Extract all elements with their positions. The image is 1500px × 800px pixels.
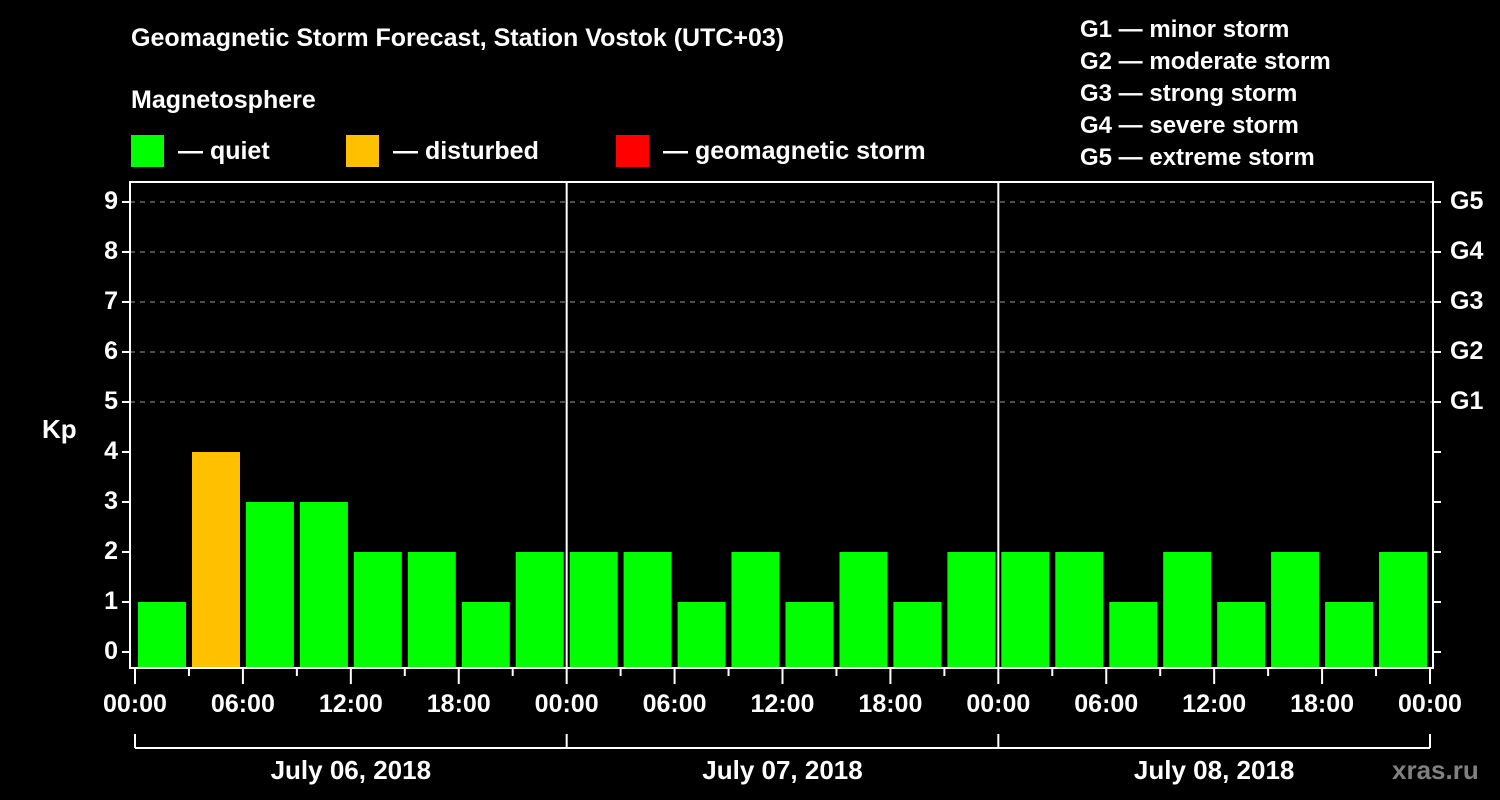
kp-bar xyxy=(1001,552,1050,667)
y-tick-label: 2 xyxy=(104,537,118,565)
legend-storm: — geomagnetic storm xyxy=(616,135,926,167)
kp-bar xyxy=(1325,602,1374,667)
kp-bar xyxy=(299,502,348,667)
legend-label-storm: — geomagnetic storm xyxy=(663,136,926,165)
legend-label-quiet: — quiet xyxy=(178,136,270,165)
g-level-label: G5 xyxy=(1450,187,1484,215)
kp-bar xyxy=(731,552,780,667)
kp-bar xyxy=(1055,552,1104,667)
storm-scale-g2: G2 — moderate storm xyxy=(1080,48,1331,75)
kp-bar xyxy=(839,552,888,667)
x-tick-label: 18:00 xyxy=(858,690,923,718)
kp-bar xyxy=(353,552,402,667)
g-level-label: G3 xyxy=(1450,287,1484,315)
y-tick-label: 4 xyxy=(104,437,118,465)
y-tick-label: 6 xyxy=(104,337,118,365)
kp-bar xyxy=(623,552,672,667)
kp-bar xyxy=(1379,552,1427,667)
legend-swatch-disturbed xyxy=(346,135,379,167)
kp-bar xyxy=(677,602,726,667)
y-axis-label: Kp xyxy=(42,414,77,444)
x-tick-label: 06:00 xyxy=(642,690,707,718)
storm-scale-legend: G1 — minor storm G2 — moderate storm G3 … xyxy=(1080,14,1331,174)
legend-swatch-quiet xyxy=(131,135,164,167)
y-tick-label: 8 xyxy=(104,237,118,265)
storm-scale-g3: G3 — strong storm xyxy=(1080,80,1298,107)
legend-label-disturbed: — disturbed xyxy=(393,136,539,165)
kp-bar xyxy=(1217,602,1266,667)
y-tick-label: 9 xyxy=(104,187,118,215)
x-tick-label: 12:00 xyxy=(1182,690,1247,718)
kp-bar xyxy=(785,602,834,667)
y-tick-label: 0 xyxy=(104,637,118,665)
x-tick-label: 06:00 xyxy=(210,690,275,718)
kp-bar xyxy=(569,552,618,667)
y-tick-label: 1 xyxy=(104,587,118,615)
x-tick-label: 06:00 xyxy=(1074,690,1139,718)
kp-bar xyxy=(245,502,294,667)
x-tick-label: 18:00 xyxy=(1290,690,1355,718)
x-tick-label: 18:00 xyxy=(426,690,491,718)
x-tick-label: 12:00 xyxy=(318,690,383,718)
storm-scale-g1: G1 — minor storm xyxy=(1080,16,1290,43)
kp-bar xyxy=(515,552,564,667)
y-tick-label: 5 xyxy=(104,387,118,415)
legend-disturbed: — disturbed xyxy=(346,135,539,167)
storm-scale-g4: G4 — severe storm xyxy=(1080,112,1299,139)
g-level-label: G4 xyxy=(1450,237,1484,265)
y-tick-label: 3 xyxy=(104,487,118,515)
day-label: July 07, 2018 xyxy=(702,755,863,785)
legend-swatch-storm xyxy=(616,135,649,167)
x-tick-label: 00:00 xyxy=(103,690,167,718)
kp-bar xyxy=(1163,552,1212,667)
day-label: July 06, 2018 xyxy=(270,755,432,785)
kp-bar xyxy=(947,552,996,667)
g-level-label: G2 xyxy=(1450,337,1484,365)
kp-bar xyxy=(407,552,456,667)
x-tick-label: 12:00 xyxy=(750,690,815,718)
kp-bar xyxy=(1271,552,1320,667)
x-tick-label: 00:00 xyxy=(1398,690,1462,718)
watermark: xras.ru xyxy=(1392,755,1479,785)
chart-title: Geomagnetic Storm Forecast, Station Vost… xyxy=(131,24,785,52)
y-tick-label: 7 xyxy=(104,287,118,315)
kp-bar xyxy=(1109,602,1158,667)
kp-bar xyxy=(192,452,240,667)
kp-bar xyxy=(893,602,942,667)
g-level-label: G1 xyxy=(1450,387,1484,415)
chart-subtitle: Magnetosphere xyxy=(131,86,316,114)
x-tick-label: 00:00 xyxy=(966,690,1031,718)
day-label: July 08, 2018 xyxy=(1133,755,1295,785)
x-tick-label: 00:00 xyxy=(534,690,599,718)
legend-quiet: — quiet xyxy=(131,135,270,167)
kp-bar xyxy=(461,602,510,667)
storm-scale-g5: G5 — extreme storm xyxy=(1080,144,1315,171)
kp-bar xyxy=(138,602,186,667)
